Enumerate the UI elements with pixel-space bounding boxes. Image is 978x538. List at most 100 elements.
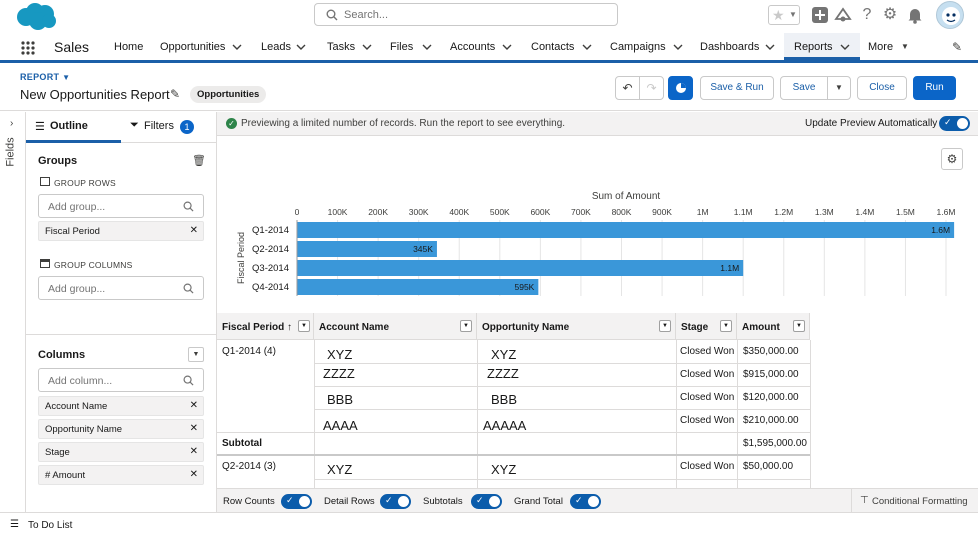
- chart-settings-gear-button[interactable]: ⚙: [941, 148, 963, 170]
- todo-list-utility[interactable]: ☰ To Do List: [10, 518, 90, 534]
- chevron-down-icon[interactable]: [840, 44, 850, 50]
- table-cell-account[interactable]: AAAA: [323, 418, 358, 433]
- fields-label: Fields: [4, 137, 17, 167]
- table-cell-stage: Closed Won: [680, 415, 735, 426]
- column-amount[interactable]: # Amount ✕: [38, 465, 204, 485]
- remove-close-icon[interactable]: ✕: [189, 400, 198, 411]
- add-group-rows-input[interactable]: Add group...: [38, 194, 204, 218]
- report-label-text: REPORT: [20, 72, 60, 82]
- column-menu-dropdown[interactable]: ▼: [659, 320, 671, 332]
- notifications-bell-icon[interactable]: [906, 6, 924, 24]
- caret-down-icon[interactable]: ▼: [901, 42, 909, 51]
- table-cell-opportunity[interactable]: XYZ: [491, 347, 517, 362]
- column-opportunity-name[interactable]: Opportunity Name ✕: [38, 419, 204, 439]
- chevron-down-icon[interactable]: [422, 44, 432, 50]
- app-launcher-waffle-icon[interactable]: [20, 40, 36, 56]
- table-cell-account[interactable]: XYZ: [327, 347, 353, 362]
- redo-button[interactable]: ↷: [639, 76, 664, 100]
- caret-down-icon[interactable]: ▼: [62, 73, 71, 82]
- table-cell-opportunity[interactable]: AAAAA: [483, 418, 527, 433]
- chevron-down-icon[interactable]: [673, 44, 683, 50]
- nav-tab-home[interactable]: Home: [114, 41, 144, 53]
- preview-notice-text: Previewing a limited number of records. …: [241, 118, 566, 129]
- report-label[interactable]: REPORT ▼: [20, 72, 70, 82]
- edit-nav-pencil-icon[interactable]: ✎: [952, 40, 963, 54]
- detail-rows-label: Detail Rows: [324, 496, 375, 507]
- column-header-account-name[interactable]: Account Name: [314, 313, 477, 340]
- tab-filters[interactable]: ⏷ Filters 1: [121, 112, 217, 143]
- chevron-down-icon[interactable]: [296, 44, 306, 50]
- add-column-input[interactable]: Add column...: [38, 368, 204, 392]
- help-icon[interactable]: ?: [862, 6, 872, 23]
- save-and-run-button[interactable]: Save & Run: [700, 76, 774, 100]
- edit-title-pencil-icon[interactable]: ✎: [170, 87, 181, 101]
- column-header-fiscal-period[interactable]: Fiscal Period ↑: [217, 313, 314, 340]
- table-cell-opportunity[interactable]: ZZZZ: [487, 366, 519, 381]
- table-cell-account[interactable]: XYZ: [327, 462, 353, 477]
- sort-arrow-up-icon[interactable]: ↑: [287, 322, 293, 333]
- global-header: Search... ★ ▼ ? ⚙: [0, 0, 978, 33]
- remove-close-icon[interactable]: ✕: [189, 446, 198, 457]
- nav-tab-files[interactable]: Files: [390, 41, 414, 53]
- global-create-icon[interactable]: [811, 6, 829, 24]
- save-button[interactable]: Save: [780, 76, 828, 100]
- table-cell-account[interactable]: ZZZZ: [323, 366, 355, 381]
- column-header-opportunity-name[interactable]: Opportunity Name: [477, 313, 676, 340]
- column-menu-dropdown[interactable]: ▼: [720, 320, 732, 332]
- save-options-dropdown[interactable]: ▼: [827, 76, 851, 100]
- row-counts-toggle[interactable]: ✓: [281, 494, 312, 509]
- x-tick-label: 1.5M: [896, 207, 915, 217]
- report-footer-toggles: Row Counts ✓ Detail Rows ✓ Subtotals ✓ G…: [217, 488, 978, 512]
- remove-close-icon[interactable]: ✕: [189, 423, 198, 434]
- column-menu-dropdown[interactable]: ▼: [298, 320, 310, 332]
- column-menu-dropdown[interactable]: ▼: [460, 320, 472, 332]
- favorites-star-button[interactable]: ★ ▼: [768, 5, 800, 25]
- trailhead-icon[interactable]: [834, 6, 852, 24]
- column-account-name[interactable]: Account Name ✕: [38, 396, 204, 416]
- add-chart-button[interactable]: [668, 76, 693, 100]
- chevron-down-icon[interactable]: [582, 44, 592, 50]
- chevron-down-icon[interactable]: [502, 44, 512, 50]
- table-cell-account[interactable]: BBB: [327, 392, 354, 407]
- salesforce-logo-icon[interactable]: [14, 1, 58, 31]
- nav-tab-tasks[interactable]: Tasks: [327, 41, 356, 53]
- delete-groups-trash-icon[interactable]: 🗑: [192, 155, 206, 167]
- column-header-stage[interactable]: Stage: [676, 313, 737, 340]
- group-row-fiscal-period[interactable]: Fiscal Period ✕: [38, 221, 204, 241]
- nav-tab-opportunities[interactable]: Opportunities: [160, 41, 226, 53]
- column-menu-dropdown[interactable]: ▼: [793, 320, 805, 332]
- update-preview-toggle[interactable]: ✓: [939, 116, 970, 131]
- chart-title: Sum of Amount: [592, 191, 661, 202]
- nav-tab-accounts[interactable]: Accounts: [450, 41, 496, 53]
- grand-total-toggle[interactable]: ✓: [570, 494, 601, 509]
- column-stage[interactable]: Stage ✕: [38, 442, 204, 462]
- undo-button[interactable]: ↶: [615, 76, 640, 100]
- table-cell-opportunity[interactable]: BBB: [491, 392, 518, 407]
- nav-tab-campaigns[interactable]: Campaigns: [610, 41, 666, 53]
- nav-tab-dashboards[interactable]: Dashboards: [700, 41, 760, 53]
- nav-tab-contacts[interactable]: Contacts: [531, 41, 575, 53]
- check-icon: ✓: [944, 117, 952, 127]
- remove-close-icon[interactable]: ✕: [189, 225, 198, 236]
- bar-value-label: 345K: [413, 244, 433, 254]
- columns-menu-dropdown[interactable]: ▼: [188, 347, 204, 362]
- tab-outline[interactable]: ☰ Outline: [26, 112, 121, 143]
- conditional-formatting-button[interactable]: ⊤ Conditional Formatting: [851, 489, 978, 512]
- nav-tab-more[interactable]: More: [868, 41, 894, 53]
- global-search-input[interactable]: Search...: [314, 3, 618, 26]
- add-group-columns-input[interactable]: Add group...: [38, 276, 204, 300]
- chevron-down-icon[interactable]: [362, 44, 372, 50]
- fields-panel-toggle[interactable]: › Fields: [0, 112, 26, 512]
- nav-tab-reports[interactable]: Reports: [794, 41, 833, 53]
- run-button[interactable]: Run: [913, 76, 956, 100]
- detail-rows-toggle[interactable]: ✓: [380, 494, 411, 509]
- table-cell-opportunity[interactable]: XYZ: [491, 462, 517, 477]
- chevron-down-icon[interactable]: [765, 44, 775, 50]
- user-avatar[interactable]: [936, 1, 964, 29]
- subtotals-toggle[interactable]: ✓: [471, 494, 502, 509]
- nav-tab-leads[interactable]: Leads: [261, 41, 291, 53]
- chevron-down-icon[interactable]: [232, 44, 242, 50]
- setup-gear-icon[interactable]: ⚙: [882, 6, 898, 23]
- remove-close-icon[interactable]: ✕: [189, 469, 198, 480]
- close-button[interactable]: Close: [857, 76, 907, 100]
